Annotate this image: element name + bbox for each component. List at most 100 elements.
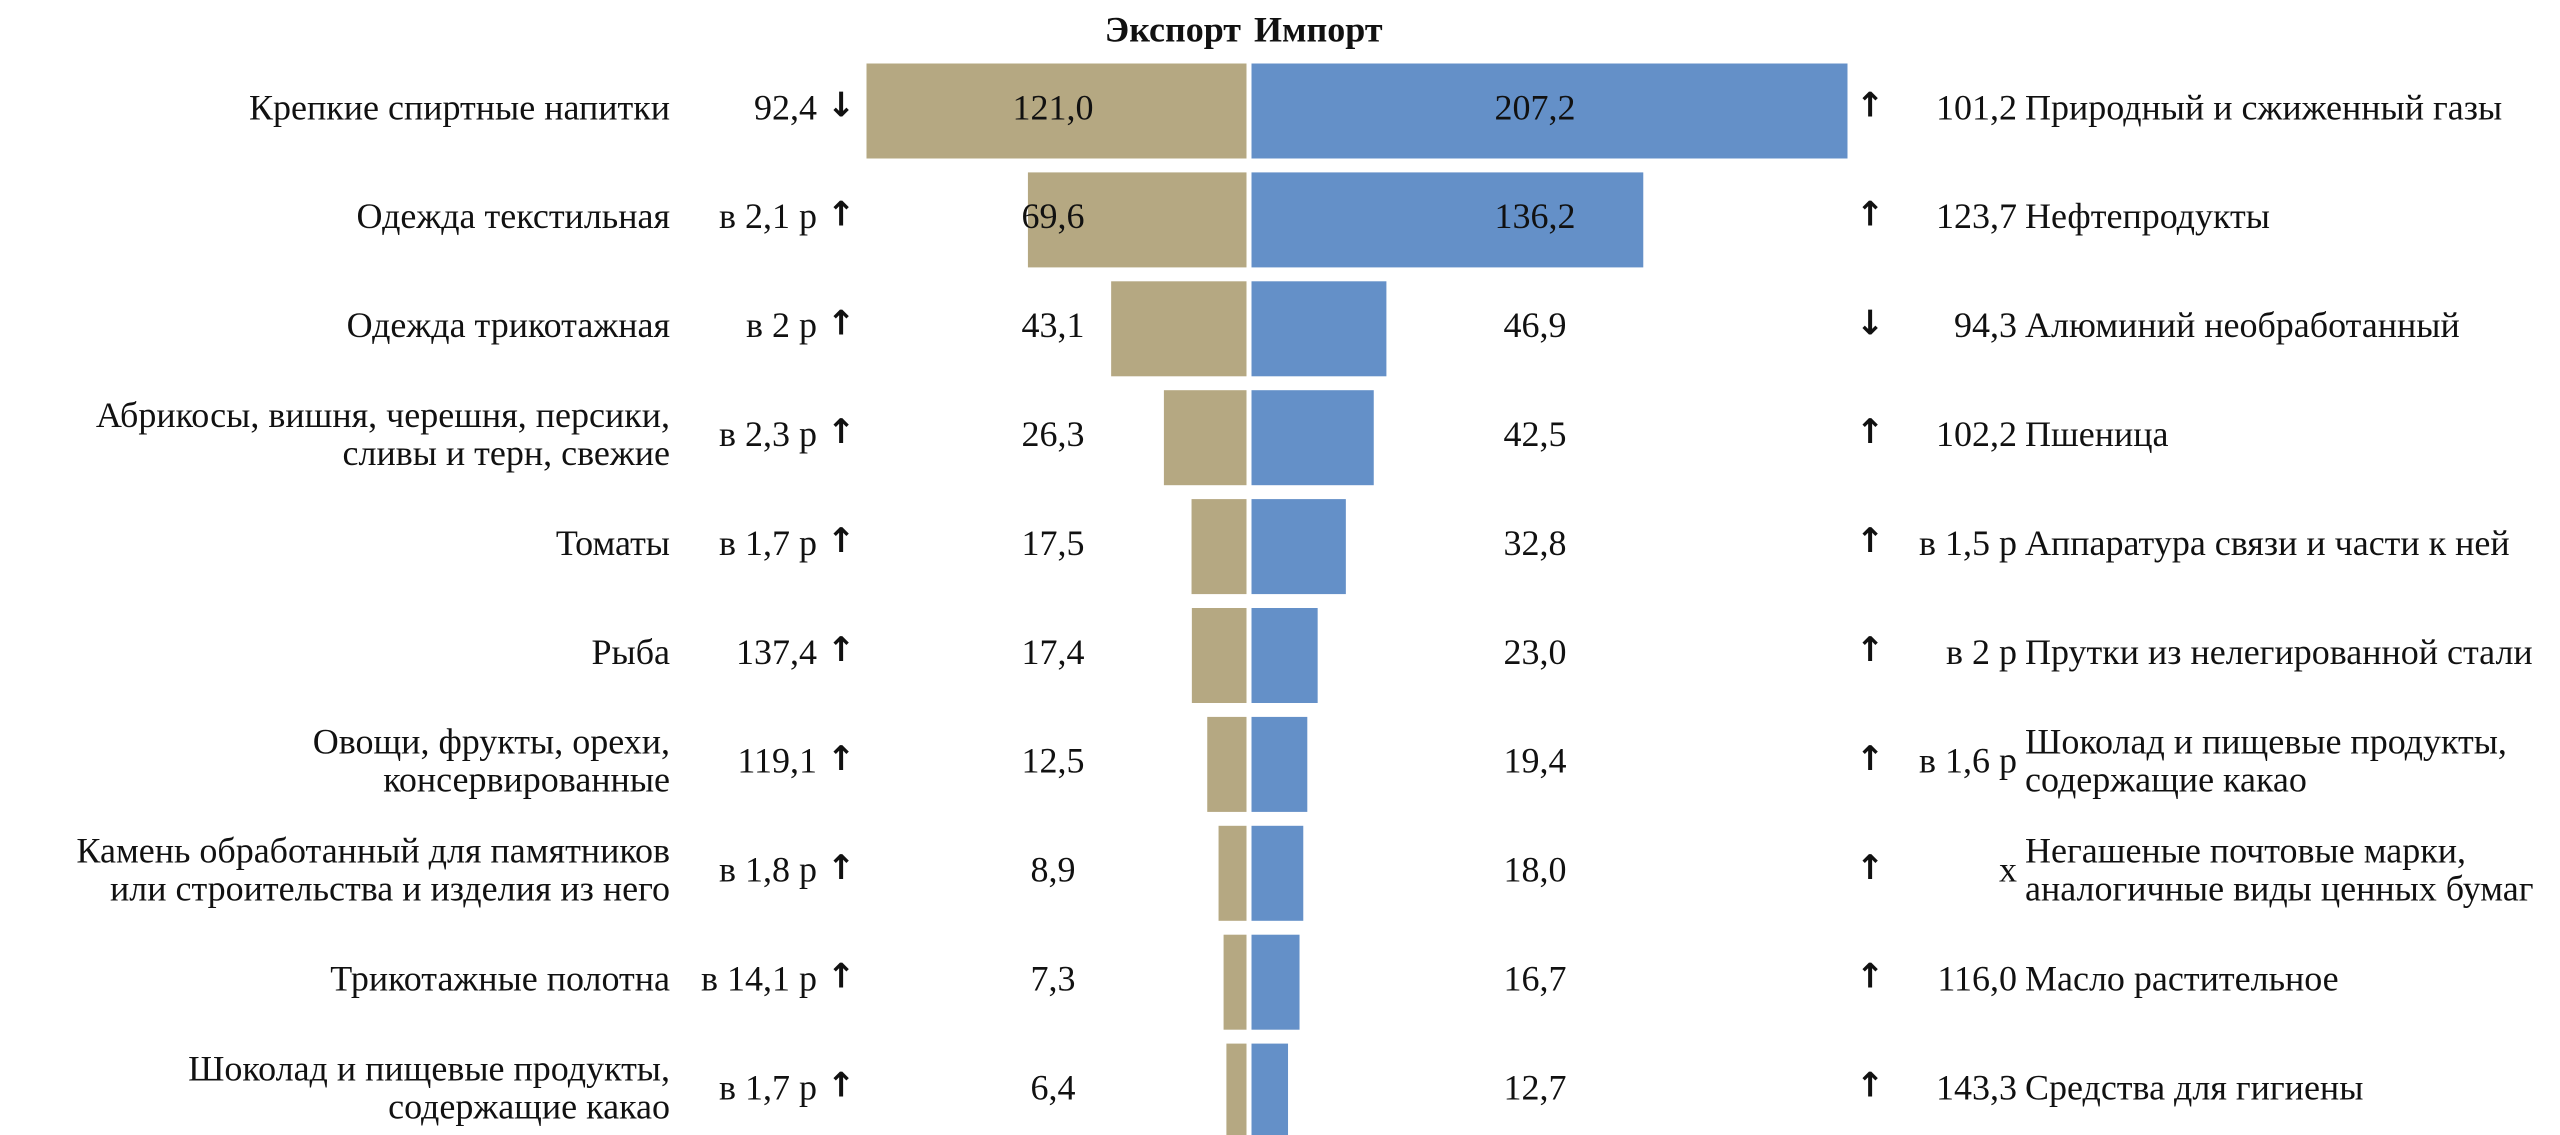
change-label: в 2,1 р [719, 196, 817, 236]
change-label: в 1,6 р [1919, 741, 2017, 781]
bar [1111, 281, 1247, 377]
value-label: 7,3 [1031, 958, 1076, 998]
category-label: Масло растительное [2025, 958, 2339, 998]
category-label: Камень обработанный для памятников [76, 831, 670, 871]
bar [1163, 390, 1247, 486]
value-label: 23,0 [1504, 632, 1567, 672]
category-label: Крепкие спиртные напитки [249, 87, 670, 127]
category-label: Средства для гигиены [2025, 1067, 2363, 1107]
bar [1191, 608, 1247, 703]
trend-arrow: ↑ [827, 848, 856, 888]
category-label: содержащие какао [2025, 760, 2307, 800]
category-label: Шоколад и пищевые продукты, [188, 1048, 670, 1088]
change-label: в 14,1 р [701, 958, 817, 998]
category-label: Трикотажные полотна [330, 958, 670, 998]
change-label: в 2,3 р [719, 414, 817, 454]
bar [1251, 390, 1374, 486]
category-label: Негашеные почтовые марки, [2025, 831, 2466, 871]
trend-arrow: ↑ [827, 739, 856, 779]
value-label: 136,2 [1495, 196, 1576, 236]
value-label: 32,8 [1504, 523, 1567, 563]
bar [1251, 1043, 1289, 1135]
trend-arrow: ↑ [827, 630, 856, 670]
bar [1251, 172, 1644, 268]
category-label: Шоколад и пищевые продукты, [2025, 722, 2507, 762]
category-label: Прутки из нелегированной стали [2025, 632, 2533, 672]
bar [1218, 825, 1247, 921]
trend-arrow: ↑ [1856, 957, 1885, 997]
category-label: Алюминий необработанный [2025, 305, 2460, 345]
change-label: в 1,7 р [719, 523, 817, 563]
change-label: 94,3 [1954, 305, 2017, 345]
value-label: 8,9 [1031, 850, 1076, 890]
series-header: Импорт [1254, 9, 1383, 49]
value-label: 12,5 [1022, 741, 1085, 781]
category-label: Абрикосы, вишня, черешня, персики, [96, 395, 670, 435]
value-label: 16,7 [1504, 958, 1567, 998]
change-label: 137,4 [736, 632, 817, 672]
change-label: в 1,7 р [719, 1067, 817, 1107]
value-label: 18,0 [1504, 850, 1567, 890]
trend-arrow: ↑ [1856, 412, 1885, 452]
trend-arrow: ↑ [827, 521, 856, 561]
value-label: 69,6 [1022, 196, 1085, 236]
value-label: 19,4 [1504, 741, 1567, 781]
value-label: 43,1 [1022, 305, 1085, 345]
change-label: в 2 р [746, 305, 817, 345]
change-label: 143,3 [1936, 1067, 2017, 1107]
bar [1251, 608, 1318, 703]
trend-arrow: ↑ [1856, 1066, 1885, 1106]
trend-arrow: ↓ [1856, 303, 1885, 343]
bar [1191, 499, 1247, 595]
category-label: Нефтепродукты [2025, 196, 2270, 236]
category-label: Природный и сжиженный газы [2025, 87, 2502, 127]
category-label: или строительства и изделия из него [110, 869, 670, 909]
trend-arrow: ↑ [827, 957, 856, 997]
trend-arrow: ↓ [827, 86, 856, 126]
bar [1226, 1043, 1247, 1135]
category-label: содержащие какао [388, 1086, 670, 1126]
value-label: 121,0 [1013, 87, 1094, 127]
series-header: Экспорт [1105, 9, 1242, 49]
bar [1251, 825, 1304, 921]
category-label: Одежда трикотажная [347, 305, 670, 345]
bar [1251, 716, 1308, 812]
trend-arrow: ↑ [827, 1066, 856, 1106]
change-label: 102,2 [1936, 414, 2017, 454]
trend-arrow: ↑ [1856, 848, 1885, 888]
category-label: Аппаратура связи и части к ней [2025, 523, 2510, 563]
bar [1251, 499, 1346, 595]
trend-arrow: ↑ [827, 194, 856, 234]
category-label: Рыба [591, 632, 670, 672]
trend-arrow: ↑ [1856, 630, 1885, 670]
trend-arrow: ↑ [1856, 739, 1885, 779]
change-label: в 1,8 р [719, 850, 817, 890]
bar [1251, 63, 1848, 159]
value-label: 42,5 [1504, 414, 1567, 454]
value-label: 207,2 [1495, 87, 1576, 127]
change-label: 101,2 [1936, 87, 2017, 127]
category-label: Пшеница [2025, 414, 2168, 454]
change-label: в 2 р [1946, 632, 2017, 672]
trend-arrow: ↑ [1856, 86, 1885, 126]
trend-arrow: ↑ [1856, 521, 1885, 561]
value-label: 12,7 [1504, 1067, 1567, 1107]
category-label: консервированные [383, 760, 670, 800]
category-label: сливы и терн, свежие [343, 433, 671, 473]
change-label: 123,7 [1936, 196, 2017, 236]
bar [1251, 281, 1387, 377]
bar [1027, 172, 1247, 268]
category-label: Овощи, фрукты, орехи, [313, 722, 670, 762]
trend-arrow: ↑ [1856, 194, 1885, 234]
bar [1251, 934, 1300, 1030]
category-label: аналогичные виды ценных бумаг [2025, 869, 2534, 909]
trend-arrow: ↑ [827, 303, 856, 343]
change-label: 92,4 [754, 87, 817, 127]
category-label: Томаты [556, 523, 670, 563]
category-label: Одежда текстильная [357, 196, 670, 236]
bar [1223, 934, 1247, 1030]
change-label: 116,0 [1937, 958, 2017, 998]
bar [1207, 716, 1247, 812]
